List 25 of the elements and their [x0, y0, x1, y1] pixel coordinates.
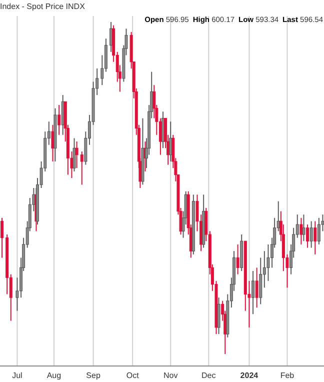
candlestick: [302, 214, 306, 242]
candlestick: [236, 244, 240, 275]
x-tick-label: Nov: [163, 371, 178, 380]
x-tick-label: Dec: [202, 371, 216, 380]
candlestick: [306, 224, 310, 248]
candlestick: [314, 220, 317, 255]
candlestick: [310, 220, 313, 248]
x-tick-label: Aug: [46, 371, 62, 380]
candlestick: [255, 267, 258, 308]
x-tick-label: Oct: [126, 371, 140, 380]
candlestick: [72, 138, 76, 172]
candlestick: [259, 257, 262, 305]
candlestick: [58, 104, 61, 136]
candlestick: [300, 217, 303, 245]
chart-title: Index - Spot Price INDX: [0, 2, 86, 11]
x-tick-label: Jul: [12, 371, 23, 380]
candlestick: [80, 150, 84, 186]
candlestick: [317, 217, 320, 245]
x-tick-label: Sep: [86, 371, 101, 380]
candlestick: [252, 270, 255, 315]
x-tick-label: 2024: [240, 371, 259, 380]
candlestick: [0, 217, 4, 258]
candlestick: [217, 297, 220, 335]
candlestick: [75, 141, 78, 169]
x-tick-label: Feb: [280, 371, 295, 380]
